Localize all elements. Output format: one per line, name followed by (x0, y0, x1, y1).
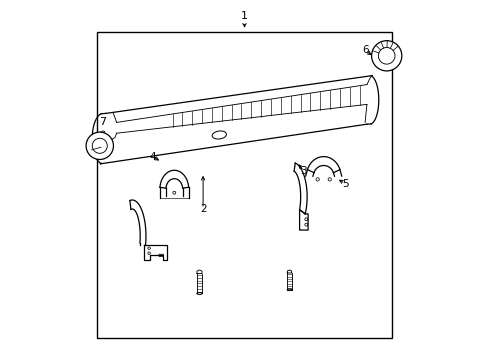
Text: 2: 2 (200, 204, 206, 214)
Text: 3: 3 (300, 166, 306, 176)
Text: 4: 4 (149, 152, 156, 162)
Ellipse shape (196, 292, 202, 294)
Text: 7: 7 (99, 117, 106, 127)
Ellipse shape (86, 132, 113, 159)
Text: 5: 5 (341, 179, 348, 189)
Ellipse shape (371, 41, 401, 71)
Text: 1: 1 (241, 11, 247, 21)
Bar (97, 32, 391, 338)
Polygon shape (197, 270, 202, 274)
Ellipse shape (286, 289, 291, 291)
Ellipse shape (212, 131, 226, 139)
Text: 6: 6 (361, 45, 367, 55)
Polygon shape (287, 270, 291, 273)
